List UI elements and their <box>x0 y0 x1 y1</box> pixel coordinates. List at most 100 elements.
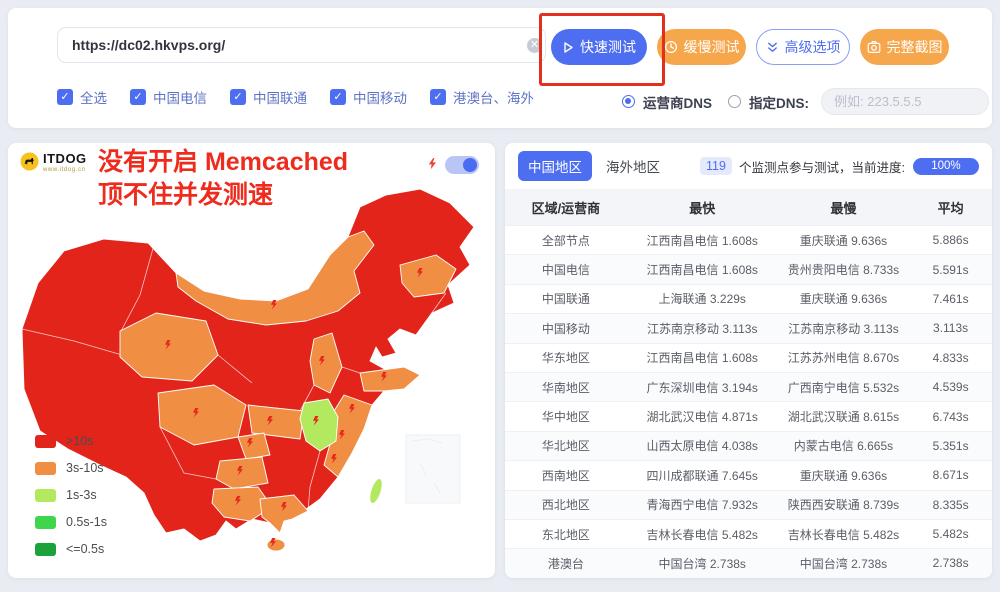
legend-label: 1s-3s <box>66 488 97 502</box>
overlay-line-2: 顶不住并发测速 <box>98 181 274 209</box>
legend-swatch <box>35 488 56 502</box>
table-cell: 江苏南京移动 3.113s <box>788 321 899 336</box>
table-cell: 广西南宁电信 5.532s <box>787 380 900 395</box>
table-cell: 华东地区 <box>541 351 590 366</box>
carrier-checkbox-label: 中国移动 <box>353 91 407 106</box>
table-cell: 重庆联通 9.636s <box>799 292 888 307</box>
table-cell: 5.482s <box>932 527 969 542</box>
realtime-toggle[interactable] <box>445 156 479 174</box>
legend-swatch <box>35 542 56 556</box>
map-region-hubei <box>247 404 305 440</box>
carrier-checkbox-2[interactable]: ✓ 中国联通 <box>230 87 307 107</box>
url-input[interactable] <box>57 27 546 63</box>
logo-subtitle: www.itdog.cn <box>43 167 86 173</box>
full-screenshot-button[interactable]: 完整截图 <box>860 29 949 65</box>
table-cell: 5.886s <box>932 233 969 248</box>
custom-dns-input[interactable] <box>821 88 990 115</box>
overlay-line-1: 没有开启 Memcached <box>98 148 349 176</box>
table-cell: 东北地区 <box>541 527 590 542</box>
table-cell: 5.591s <box>932 262 969 277</box>
quick-test-button[interactable]: 快速测试 <box>551 29 647 65</box>
checkbox-checked-icon[interactable]: ✓ <box>130 89 146 105</box>
table-row: 西北地区 青海西宁电信 7.932s 陕西西安联通 8.739s 8.335s <box>505 489 992 519</box>
legend-label: >10s <box>66 434 94 448</box>
camera-icon <box>867 41 880 54</box>
table-cell: 江苏苏州电信 8.670s <box>787 351 900 366</box>
logo-title: ITDOG <box>43 151 87 166</box>
map-legend: >10s 3s-10s 1s-3s 0.5s-1s <=0.5s <box>35 434 107 569</box>
legend-item-2: 1s-3s <box>35 488 107 502</box>
table-cell: 8.335s <box>932 497 969 512</box>
results-table: 区域/运营商 最快 最慢 平均 全部节点 江西南昌电信 1.608s 重庆联通 9.636… <box>505 189 992 578</box>
table-cell: 中国移动 <box>541 321 590 336</box>
checkbox-checked-icon[interactable]: ✓ <box>330 89 346 105</box>
table-cell: 贵州贵阳电信 8.733s <box>787 263 900 278</box>
table-cell: 青海西宁电信 7.932s <box>646 498 758 513</box>
carrier-checkbox-label: 港澳台、海外 <box>453 91 534 106</box>
table-cell: 四川成都联通 7.645s <box>646 468 758 483</box>
slow-test-button[interactable]: 缓慢测试 <box>657 29 746 65</box>
dns-option-row: 运营商DNS 指定DNS: <box>622 88 990 115</box>
legend-item-0: >10s <box>35 434 107 448</box>
results-header: 中国地区 海外地区 119 个监测点参与测试，当前进度: 100% <box>505 143 992 189</box>
carrier-checkbox-1[interactable]: ✓ 中国电信 <box>130 87 207 107</box>
quick-test-label: 快速测试 <box>580 39 636 55</box>
checkbox-checked-icon[interactable]: ✓ <box>57 89 73 105</box>
table-cell: 内蒙古电信 6.665s <box>793 439 894 454</box>
table-cell: 西南地区 <box>541 468 590 483</box>
legend-label: <=0.5s <box>66 542 105 556</box>
map-region-qinghai <box>119 312 219 382</box>
legend-swatch <box>35 515 56 529</box>
custom-dns-radio[interactable] <box>728 95 742 108</box>
table-cell: 中国联通 <box>541 292 590 307</box>
table-cell: 中国台湾 2.738s <box>799 556 888 571</box>
table-cell: 华南地区 <box>541 380 590 395</box>
itdog-logo[interactable]: ITDOG www.itdog.cn <box>20 152 87 173</box>
progress-bar: 100% <box>912 157 979 175</box>
carrier-checkbox-0[interactable]: ✓ 全选 <box>57 87 107 107</box>
table-cell: 重庆联通 9.636s <box>799 468 888 483</box>
map-region-shanxi <box>309 332 343 394</box>
tab-china-region[interactable]: 中国地区 <box>518 151 592 181</box>
map-region-guangdong <box>259 494 309 534</box>
full-screenshot-label: 完整截图 <box>886 39 943 55</box>
table-row: 港澳台 中国台湾 2.738s 中国台湾 2.738s 2.738s <box>505 548 992 578</box>
map-region-inner-mongolia <box>175 230 375 326</box>
legend-item-3: 0.5s-1s <box>35 515 107 529</box>
carrier-checkbox-label: 中国电信 <box>153 91 207 106</box>
table-cell: 华中地区 <box>541 410 590 425</box>
map-overlay-note: 没有开启 Memcached 顶不住并发测速 <box>98 146 348 212</box>
legend-label: 3s-10s <box>66 461 104 475</box>
table-cell: 湖北武汉联通 8.615s <box>787 410 900 425</box>
legend-label: 0.5s-1s <box>66 515 107 529</box>
table-row: 东北地区 吉林长春电信 5.482s 吉林长春电信 5.482s 5.482s <box>505 518 992 549</box>
lightning-icon <box>428 158 436 170</box>
map-region-jiangxi <box>299 398 339 452</box>
table-cell: 全部节点 <box>541 233 590 248</box>
clear-url-icon[interactable]: ✕ <box>527 38 542 53</box>
legend-item-1: 3s-10s <box>35 461 107 475</box>
results-table-header: 区域/运营商 最快 最慢 平均 <box>505 189 992 225</box>
checkbox-checked-icon[interactable]: ✓ <box>230 89 246 105</box>
table-cell: 中国台湾 2.738s <box>658 556 746 571</box>
table-cell: 吉林长春电信 5.482s <box>646 527 758 542</box>
clock-icon <box>664 40 677 54</box>
table-cell: 山西太原电信 4.038s <box>646 439 758 454</box>
map-region-jilin <box>399 254 457 298</box>
checkbox-checked-icon[interactable]: ✓ <box>430 89 446 105</box>
play-icon <box>564 41 573 53</box>
tab-overseas-region[interactable]: 海外地区 <box>606 160 660 175</box>
progress-label: 100% <box>931 160 961 172</box>
toggle-knob <box>463 158 477 172</box>
carrier-dns-radio[interactable] <box>622 95 635 108</box>
table-row: 华中地区 湖北武汉电信 4.871s 湖北武汉联通 8.615s 6.743s <box>505 401 992 431</box>
map-region-hainan <box>266 538 286 552</box>
advanced-options-button[interactable]: 高级选项 <box>756 29 850 65</box>
carrier-checkbox-3[interactable]: ✓ 中国移动 <box>330 87 407 107</box>
map-region-guizhou <box>215 456 269 490</box>
carrier-checkbox-4[interactable]: ✓ 港澳台、海外 <box>430 87 534 107</box>
table-cell: 华北地区 <box>541 439 590 454</box>
table-cell: 广东深圳电信 3.194s <box>646 380 758 395</box>
table-cell: 8.671s <box>932 468 969 483</box>
table-cell: 重庆联通 9.636s <box>799 233 888 248</box>
